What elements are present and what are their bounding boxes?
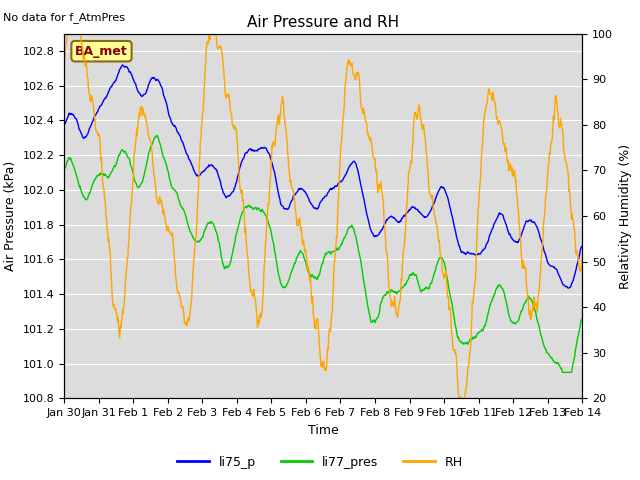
X-axis label: Time: Time [308,424,339,437]
Y-axis label: Relativity Humidity (%): Relativity Humidity (%) [619,144,632,288]
Y-axis label: Air Pressure (kPa): Air Pressure (kPa) [4,161,17,271]
Title: Air Pressure and RH: Air Pressure and RH [247,15,399,30]
Text: No data for f_AtmPres: No data for f_AtmPres [3,12,125,23]
Legend: li75_p, li77_pres, RH: li75_p, li77_pres, RH [172,451,468,474]
Text: BA_met: BA_met [75,45,128,58]
